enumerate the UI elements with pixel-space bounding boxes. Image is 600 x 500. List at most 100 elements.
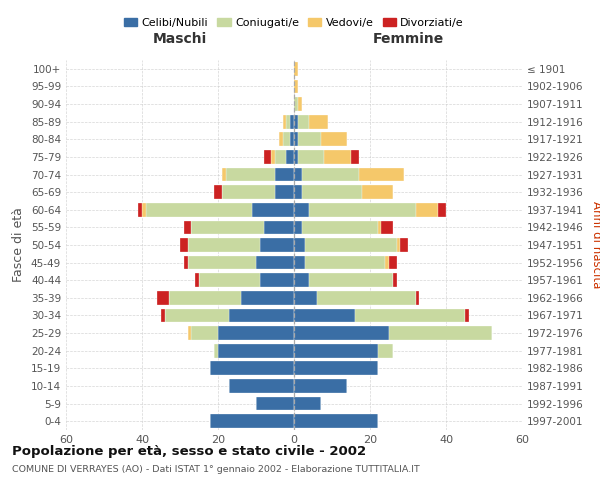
Bar: [165, 308, 229, 322]
Bar: [161, 308, 165, 322]
Bar: [309, 115, 328, 128]
Bar: [214, 186, 222, 199]
Bar: [351, 150, 359, 164]
Bar: [169, 291, 241, 304]
Bar: [355, 308, 465, 322]
Bar: [294, 274, 309, 287]
Bar: [362, 186, 393, 199]
Bar: [290, 132, 294, 146]
Bar: [294, 414, 377, 428]
Bar: [294, 97, 298, 111]
Bar: [275, 186, 294, 199]
Bar: [279, 132, 283, 146]
Bar: [146, 203, 252, 216]
Bar: [320, 132, 347, 146]
Text: Maschi: Maschi: [153, 32, 207, 46]
Text: COMUNE DI VERRAYES (AO) - Dati ISTAT 1° gennaio 2002 - Elaborazione TUTTITALIA.I: COMUNE DI VERRAYES (AO) - Dati ISTAT 1° …: [12, 466, 420, 474]
Bar: [252, 203, 294, 216]
Bar: [263, 220, 294, 234]
Bar: [298, 115, 309, 128]
Bar: [263, 150, 271, 164]
Bar: [389, 256, 397, 270]
Bar: [400, 238, 408, 252]
Bar: [218, 344, 294, 358]
Bar: [286, 115, 290, 128]
Bar: [294, 379, 347, 393]
Bar: [302, 168, 359, 181]
Bar: [138, 203, 142, 216]
Bar: [294, 396, 320, 410]
Bar: [377, 220, 382, 234]
Bar: [188, 256, 256, 270]
Bar: [416, 291, 419, 304]
Bar: [157, 291, 169, 304]
Y-axis label: Fasce di età: Fasce di età: [13, 208, 25, 282]
Bar: [294, 256, 305, 270]
Bar: [393, 274, 397, 287]
Bar: [294, 203, 309, 216]
Bar: [222, 168, 226, 181]
Bar: [214, 344, 218, 358]
Bar: [382, 220, 393, 234]
Bar: [325, 150, 351, 164]
Bar: [199, 274, 260, 287]
Bar: [294, 344, 377, 358]
Bar: [439, 203, 446, 216]
Bar: [260, 274, 294, 287]
Bar: [294, 168, 302, 181]
Bar: [294, 115, 298, 128]
Bar: [294, 186, 302, 199]
Bar: [283, 115, 286, 128]
Bar: [211, 414, 294, 428]
Bar: [298, 150, 325, 164]
Bar: [298, 97, 302, 111]
Bar: [305, 238, 397, 252]
Bar: [229, 379, 294, 393]
Bar: [465, 308, 469, 322]
Bar: [184, 220, 191, 234]
Bar: [188, 238, 260, 252]
Bar: [222, 186, 275, 199]
Bar: [256, 396, 294, 410]
Bar: [294, 132, 298, 146]
Bar: [218, 326, 294, 340]
Bar: [397, 238, 400, 252]
Bar: [294, 150, 298, 164]
Legend: Celibi/Nubili, Coniugati/e, Vedovi/e, Divorziati/e: Celibi/Nubili, Coniugati/e, Vedovi/e, Di…: [119, 14, 469, 32]
Text: Popolazione per età, sesso e stato civile - 2002: Popolazione per età, sesso e stato civil…: [12, 445, 366, 458]
Bar: [275, 150, 286, 164]
Bar: [294, 220, 302, 234]
Bar: [302, 220, 377, 234]
Bar: [191, 326, 218, 340]
Bar: [294, 62, 298, 76]
Bar: [188, 326, 191, 340]
Bar: [309, 203, 416, 216]
Bar: [191, 220, 263, 234]
Bar: [142, 203, 146, 216]
Bar: [275, 168, 294, 181]
Bar: [184, 256, 188, 270]
Bar: [180, 238, 188, 252]
Bar: [290, 115, 294, 128]
Bar: [305, 256, 385, 270]
Bar: [294, 326, 389, 340]
Bar: [294, 80, 298, 94]
Bar: [294, 291, 317, 304]
Bar: [241, 291, 294, 304]
Bar: [271, 150, 275, 164]
Bar: [294, 238, 305, 252]
Bar: [416, 203, 439, 216]
Bar: [195, 274, 199, 287]
Bar: [298, 132, 320, 146]
Bar: [302, 186, 362, 199]
Bar: [317, 291, 416, 304]
Text: Femmine: Femmine: [373, 32, 443, 46]
Bar: [309, 274, 393, 287]
Bar: [286, 150, 294, 164]
Y-axis label: Anni di nascita: Anni di nascita: [590, 202, 600, 288]
Bar: [377, 344, 393, 358]
Bar: [260, 238, 294, 252]
Bar: [294, 308, 355, 322]
Bar: [385, 256, 389, 270]
Bar: [226, 168, 275, 181]
